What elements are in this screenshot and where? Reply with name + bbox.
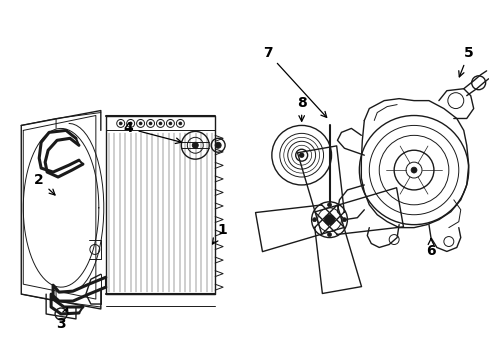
Text: 1: 1 (213, 222, 227, 244)
Circle shape (129, 122, 132, 125)
Circle shape (215, 142, 221, 148)
Circle shape (179, 122, 182, 125)
Circle shape (327, 203, 332, 207)
Text: 6: 6 (426, 239, 436, 258)
Circle shape (313, 218, 317, 222)
Text: 2: 2 (34, 173, 55, 195)
Circle shape (119, 122, 122, 125)
Circle shape (139, 122, 142, 125)
Text: 8: 8 (297, 96, 307, 121)
Circle shape (149, 122, 152, 125)
Circle shape (312, 202, 347, 238)
Text: 7: 7 (263, 46, 327, 117)
Circle shape (192, 142, 198, 148)
Circle shape (324, 215, 335, 225)
Circle shape (169, 122, 172, 125)
Circle shape (343, 218, 346, 222)
Text: 4: 4 (124, 121, 181, 144)
Text: 5: 5 (459, 46, 474, 77)
Circle shape (327, 233, 332, 237)
Circle shape (159, 122, 162, 125)
Circle shape (411, 167, 417, 173)
Text: 3: 3 (56, 308, 68, 331)
Circle shape (300, 153, 304, 157)
